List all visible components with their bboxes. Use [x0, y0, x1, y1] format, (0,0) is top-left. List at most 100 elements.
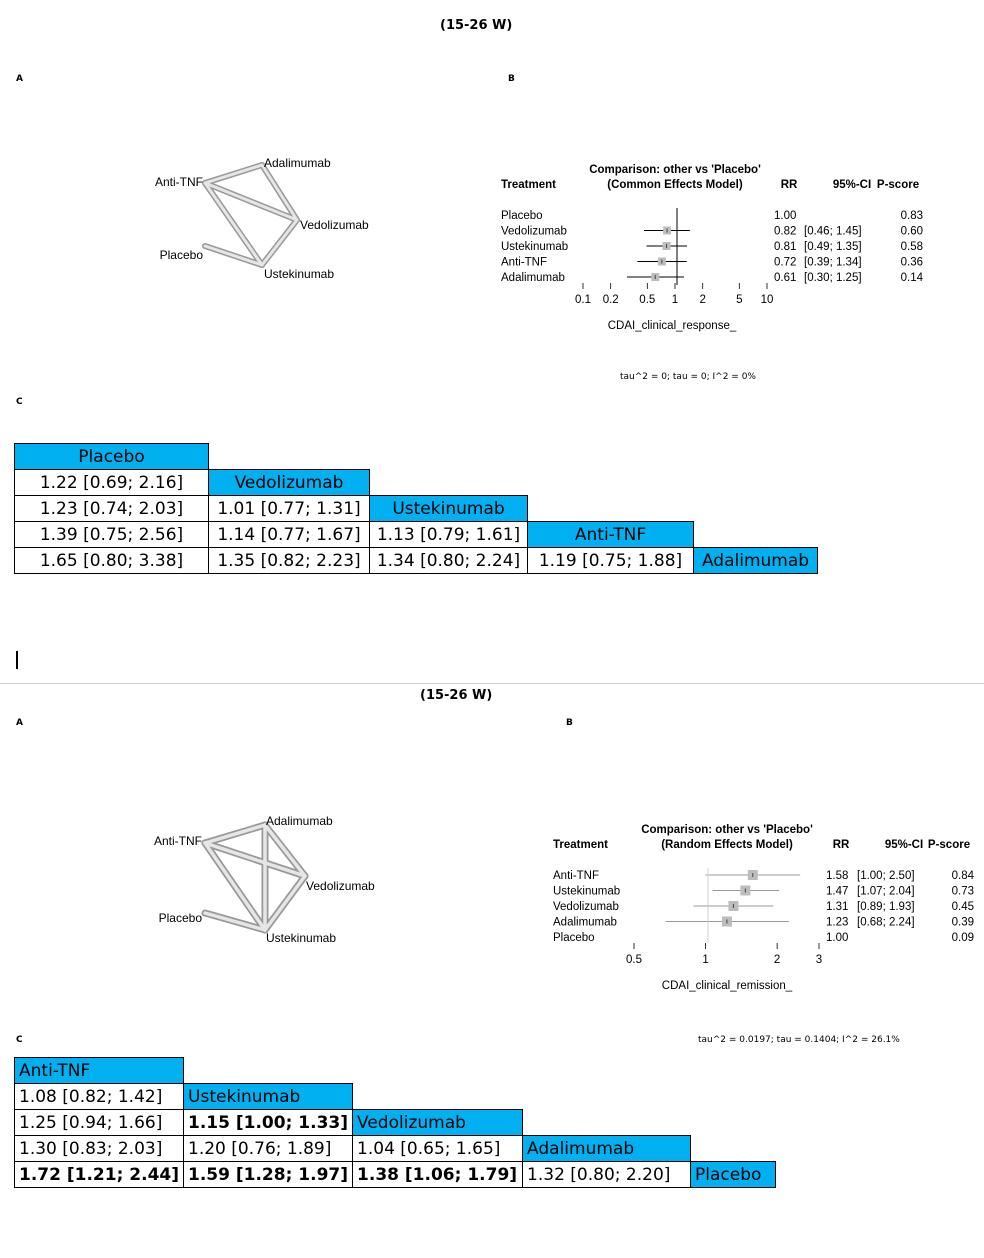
- forest-row-pscore: 0.09: [952, 932, 974, 944]
- bottom-forest-plot: Comparison: other vs 'Placebo' (Random E…: [553, 824, 975, 992]
- league-cell: 1.15 [1.00; 1.33]: [183, 1109, 354, 1136]
- league-cell: 1.20 [0.76; 1.89]: [183, 1135, 354, 1162]
- forest-axis-tick-label: 0.1: [575, 294, 591, 306]
- page-divider: [0, 683, 984, 684]
- forest-row-ci: [0.49; 1.35]: [804, 241, 862, 253]
- league-cell: 1.35 [0.82; 2.23]: [208, 547, 370, 574]
- league-cell: Ustekinumab: [369, 495, 528, 522]
- top-forest-axis: 0.1 0.2 0.5 1 2 5 10: [575, 283, 773, 306]
- table-row: 1.22 [0.69; 2.16] Vedolizumab: [14, 469, 818, 496]
- table-row: 1.72 [1.21; 2.44] 1.59 [1.28; 1.97] 1.38 […: [13, 1161, 777, 1188]
- forest-axis-tick-label: 2: [699, 294, 705, 306]
- forest-row-pscore: 0.84: [952, 870, 975, 882]
- bottom-col-rr: RR: [833, 839, 850, 851]
- forest-row-rr: 0.72: [774, 257, 796, 269]
- top-forest-rows: Placebo 1.00 0.83 Vedolizumab 0.82 [0.46; 1.4…: [501, 210, 924, 284]
- forest-row-ci: [0.68; 2.24]: [857, 917, 915, 929]
- top-title: (15-26 W): [440, 18, 513, 33]
- table-row: 1.39 [0.75; 2.56] 1.14 [0.77; 1.67] 1.13 […: [14, 521, 818, 548]
- bottom-forest-rows: Anti-TNF 1.58 [1.00; 2.50] 0.84 Ustekinumab 1…: [553, 870, 975, 944]
- bottom-col-ci: 95%-CI: [885, 839, 923, 851]
- top-heterogeneity: tau^2 = 0; tau = 0; I^2 = 0%: [620, 372, 756, 382]
- league-cell: 1.01 [0.77; 1.31]: [208, 495, 370, 522]
- forest-row-name: Vedolizumab: [553, 901, 619, 913]
- forest-row-rr: 1.58: [826, 870, 848, 882]
- top-forest-subtitle: (Common Effects Model): [607, 179, 743, 191]
- top-node-vedolizumab: Vedolizumab: [300, 218, 369, 232]
- league-cell: 1.30 [0.83; 2.03]: [13, 1135, 185, 1162]
- forest-row-ci: [1.07; 2.04]: [857, 886, 915, 898]
- top-node-ustekinumab: Ustekinumab: [264, 267, 334, 281]
- bottom-forest-title: Comparison: other vs 'Placebo': [641, 824, 813, 836]
- forest-row-rr: 1.00: [826, 932, 848, 944]
- forest-row-pscore: 0.14: [901, 272, 924, 284]
- forest-row-rr: 1.23: [826, 917, 848, 929]
- forest-row-name: Ustekinumab: [501, 241, 568, 253]
- bottom-panel-b-label: B: [566, 718, 573, 728]
- text-cursor: [16, 651, 18, 669]
- league-cell: Adalimumab: [693, 547, 818, 574]
- league-cell: Vedolizumab: [352, 1109, 524, 1136]
- forest-row-pscore: 0.36: [901, 257, 923, 269]
- league-cell: 1.25 [0.94; 1.66]: [13, 1109, 185, 1136]
- league-cell: 1.23 [0.74; 2.03]: [14, 495, 209, 522]
- forest-row-pscore: 0.60: [901, 226, 923, 238]
- top-node-placebo: Placebo: [160, 248, 204, 262]
- top-network-graph: Adalimumab Anti-TNF Vedolizumab Placebo …: [155, 156, 369, 281]
- league-cell: 1.34 [0.80; 2.24]: [369, 547, 528, 574]
- forest-row-ci: [0.46; 1.45]: [804, 226, 862, 238]
- forest-row-name: Placebo: [553, 932, 595, 944]
- bottom-col-pscore: P-score: [928, 839, 970, 851]
- forest-row-rr: 0.82: [774, 226, 796, 238]
- forest-axis-tick-label: 0.5: [639, 294, 655, 306]
- bottom-node-ustekinumab: Ustekinumab: [266, 931, 336, 945]
- top-forest-plot: Comparison: other vs 'Placebo' (Common E…: [501, 164, 924, 332]
- bottom-panel-c-label: C: [16, 1035, 23, 1045]
- bottom-col-treatment: Treatment: [553, 839, 608, 851]
- forest-row-pscore: 0.45: [952, 901, 974, 913]
- forest-row-name: Anti-TNF: [501, 257, 547, 269]
- table-row: 1.25 [0.94; 1.66] 1.15 [1.00; 1.33] Vedoli…: [13, 1109, 776, 1136]
- forest-row-ci: [1.00; 2.50]: [857, 870, 915, 882]
- bottom-node-placebo: Placebo: [159, 911, 203, 925]
- forest-row-rr: 0.81: [774, 241, 796, 253]
- forest-axis-tick-label: 0.5: [626, 954, 642, 966]
- top-panel-c-label: C: [16, 397, 23, 407]
- league-cell: 1.38 [1.06; 1.79]: [352, 1161, 524, 1188]
- forest-row-name: Placebo: [501, 210, 543, 222]
- bottom-panel-a-label: A: [16, 718, 23, 728]
- bottom-network-edges: [203, 823, 307, 932]
- league-cell: Ustekinumab: [183, 1083, 354, 1110]
- forest-row-pscore: 0.58: [901, 241, 923, 253]
- forest-axis-tick-label: 3: [816, 954, 822, 966]
- league-cell: Placebo: [14, 443, 209, 470]
- forest-axis-tick-label: 2: [774, 954, 780, 966]
- forest-row-rr: 1.00: [774, 210, 796, 222]
- forest-row-ci: [0.30; 1.25]: [804, 272, 862, 284]
- league-cell: 1.04 [0.65; 1.65]: [352, 1135, 524, 1162]
- top-panel-b-label: B: [508, 74, 515, 84]
- table-row: 1.23 [0.74; 2.03] 1.01 [0.77; 1.31] Usteki…: [14, 495, 818, 522]
- league-cell: 1.13 [0.79; 1.61]: [369, 521, 528, 548]
- top-league-table: Placebo 1.22 [0.69; 2.16] Vedolizumab 1.2…: [14, 443, 818, 574]
- forest-row-name: Anti-TNF: [553, 870, 599, 882]
- league-cell: 1.39 [0.75; 2.56]: [14, 521, 209, 548]
- top-col-pscore: P-score: [877, 179, 919, 191]
- league-cell: 1.72 [1.21; 2.44]: [13, 1161, 185, 1188]
- bottom-forest-xlabel: CDAI_clinical_remission_: [662, 980, 793, 992]
- table-row: 1.30 [0.83; 2.03] 1.20 [0.76; 1.89] 1.04 […: [13, 1135, 776, 1162]
- table-row: 1.65 [0.80; 3.38] 1.35 [0.82; 2.23] 1.34 […: [14, 547, 818, 574]
- top-col-ci: 95%-CI: [833, 179, 871, 191]
- forest-row-pscore: 0.83: [901, 210, 923, 222]
- top-panel-a-label: A: [16, 74, 23, 84]
- forest-row-ci: [0.39; 1.34]: [804, 257, 862, 269]
- forest-row-name: Ustekinumab: [553, 886, 620, 898]
- league-cell: 1.65 [0.80; 3.38]: [14, 547, 209, 574]
- table-row: 1.08 [0.82; 1.42] Ustekinumab: [13, 1083, 776, 1110]
- bottom-league-table: Anti-TNF 1.08 [0.82; 1.42] Ustekinumab 1.…: [13, 1057, 777, 1188]
- bottom-forest-subtitle: (Random Effects Model): [661, 839, 793, 851]
- forest-row-ci: [0.89; 1.93]: [857, 901, 915, 913]
- forest-row-rr: 1.31: [826, 901, 848, 913]
- forest-row-rr: 0.61: [774, 272, 796, 284]
- league-cell: 1.59 [1.28; 1.97]: [183, 1161, 354, 1188]
